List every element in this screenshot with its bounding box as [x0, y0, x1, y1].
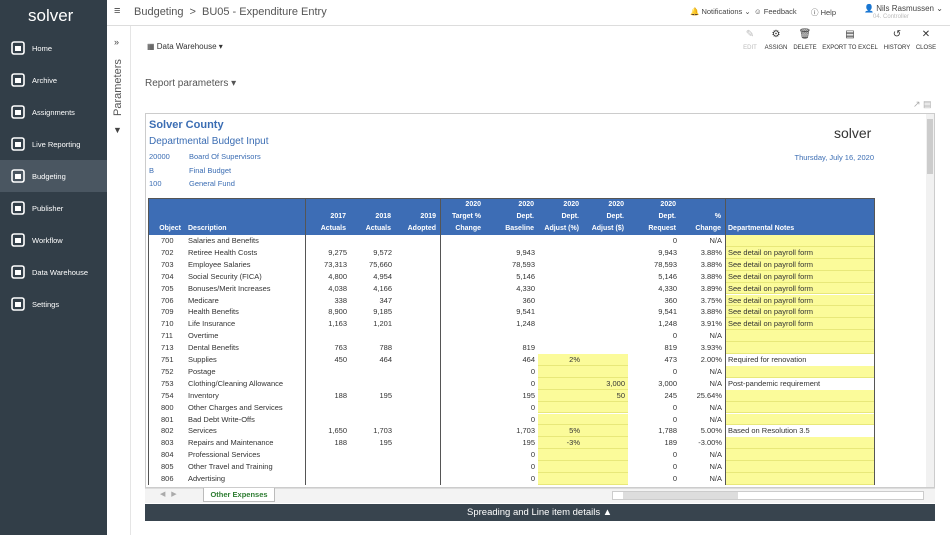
report-parameters[interactable]: Report parameters ▾ — [145, 78, 236, 89]
info-name: Board Of Supervisors — [189, 152, 261, 161]
menu-item[interactable]: Budgeting — [0, 160, 107, 192]
menu-icon — [11, 297, 25, 311]
menu-label: Publisher — [32, 204, 63, 213]
menu-item[interactable]: Archive — [0, 64, 107, 96]
action-icon[interactable]: 🗑 — [795, 29, 815, 40]
action-icon[interactable]: ▤ — [840, 29, 860, 40]
breadcrumb: Budgeting > BU05 - Expenditure Entry — [134, 6, 333, 18]
feedback-label: Feedback — [764, 7, 797, 16]
action-icon[interactable]: ⚙ — [766, 29, 786, 40]
info-code: 100 — [149, 179, 162, 188]
user-role: 04. Controller — [873, 14, 909, 20]
menu-item[interactable]: Workflow — [0, 224, 107, 256]
menu-icon — [11, 201, 25, 215]
breadcrumb-item[interactable]: Budgeting — [134, 6, 184, 18]
feedback[interactable]: ☺ Feedback — [754, 7, 797, 16]
menu-label: Live Reporting — [32, 140, 80, 149]
sheet-tab[interactable]: Other Expenses — [203, 488, 275, 502]
menu-item[interactable]: Data Warehouse — [0, 256, 107, 288]
menu-item[interactable]: Home — [0, 32, 107, 64]
info-code: B — [149, 166, 154, 175]
notifications-label: Notifications — [701, 7, 742, 16]
menu-icon — [11, 137, 25, 151]
help[interactable]: ⓘ Help — [811, 7, 836, 18]
menu-icon — [11, 73, 25, 87]
menu-label: Assignments — [32, 108, 75, 117]
report-parameters-label: Report parameters — [145, 78, 228, 89]
info-name: General Fund — [189, 179, 235, 188]
notifications[interactable]: 🔔 Notifications ⌄ — [690, 7, 751, 16]
menu-label: Workflow — [32, 236, 63, 245]
sheet-nav[interactable]: ◀ ▶ — [160, 490, 177, 498]
table-border — [148, 198, 875, 485]
info-name: Final Budget — [189, 166, 231, 175]
menu-label: Home — [32, 44, 52, 53]
menu-icon — [11, 41, 25, 55]
filter-icon[interactable]: ▼ — [113, 125, 122, 135]
help-label: Help — [821, 8, 836, 17]
source-dropdown[interactable]: ▦ Data Warehouse ▾ — [147, 42, 223, 51]
org-name: Solver County — [149, 119, 224, 131]
menu-icon — [11, 233, 25, 247]
action-icon[interactable]: ↺ — [887, 29, 907, 40]
report-logo: solver — [834, 125, 871, 141]
menu-toggle[interactable]: ≡ — [114, 5, 120, 17]
menu-item[interactable]: Settings — [0, 288, 107, 320]
info-code: 20000 — [149, 152, 170, 161]
menu-label: Archive — [32, 76, 57, 85]
menu-icon — [11, 105, 25, 119]
source-label: Data Warehouse — [157, 42, 217, 51]
action-icon[interactable]: ✕ — [916, 29, 936, 40]
footer[interactable]: Spreading and Line item details ▲ — [467, 507, 612, 518]
user[interactable]: 👤 Nils Rasmussen ⌄ — [864, 4, 943, 13]
report-title: Departmental Budget Input — [149, 136, 269, 147]
breadcrumb-item: BU05 - Expenditure Entry — [202, 6, 327, 18]
menu-label: Data Warehouse — [32, 268, 88, 277]
menu-icon — [11, 169, 25, 183]
breadcrumb-item: > — [190, 6, 196, 18]
report-date: Thursday, July 16, 2020 — [795, 153, 875, 162]
user-name: Nils Rasmussen — [876, 4, 934, 13]
menu-item[interactable]: Live Reporting — [0, 128, 107, 160]
footer-label: Spreading and Line item details — [467, 507, 600, 518]
scrollbar[interactable] — [926, 114, 934, 487]
action-label[interactable]: CLOSE — [886, 45, 950, 51]
menu-item[interactable]: Assignments — [0, 96, 107, 128]
h-scrollbar[interactable] — [612, 491, 924, 500]
menu-label: Budgeting — [32, 172, 66, 181]
logo: solver — [28, 6, 73, 26]
popout-icon[interactable]: ↗ ▤ — [913, 99, 932, 110]
menu-label: Settings — [32, 300, 59, 309]
parameters-label[interactable]: Parameters — [112, 59, 124, 116]
action-icon: ✎ — [740, 29, 760, 40]
expand[interactable]: » — [114, 37, 119, 47]
menu-icon — [11, 265, 25, 279]
menu-item[interactable]: Publisher — [0, 192, 107, 224]
